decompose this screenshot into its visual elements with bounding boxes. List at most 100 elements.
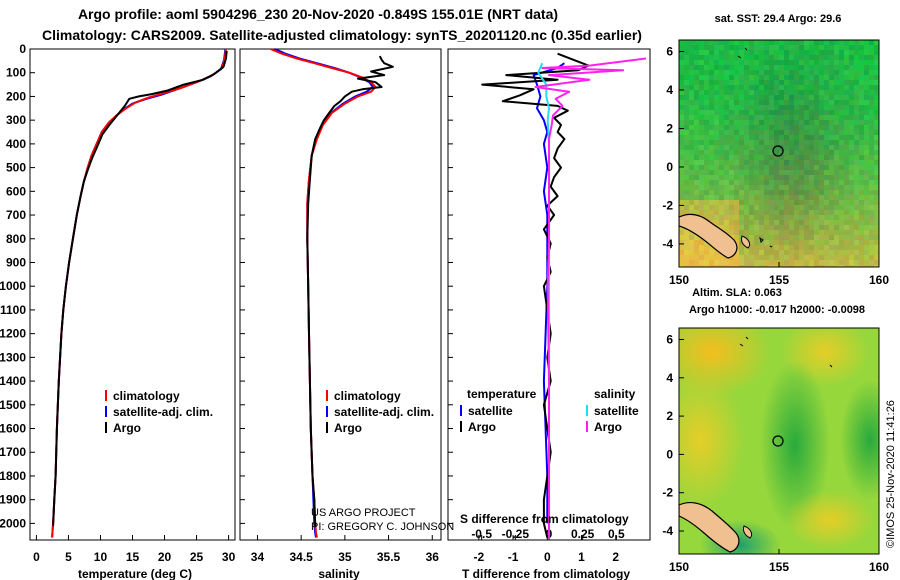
sst-cell xyxy=(839,115,845,121)
sst-cell xyxy=(844,50,850,56)
sst-cell xyxy=(794,170,800,176)
sst-cell xyxy=(834,40,840,46)
sst-cell xyxy=(814,100,820,106)
sst-cell xyxy=(844,85,850,91)
sst-cell xyxy=(714,120,720,126)
sst-cell xyxy=(779,60,785,66)
x-tick-label: 0 xyxy=(544,550,551,564)
sst-cell xyxy=(859,205,865,211)
sst-cell xyxy=(704,115,710,121)
sst-cell xyxy=(724,45,730,51)
sst-cell xyxy=(854,185,860,191)
sst-cell xyxy=(689,60,695,66)
sst-cell xyxy=(824,145,830,151)
sst-cell xyxy=(854,65,860,71)
sst-cell xyxy=(854,55,860,61)
sst-cell xyxy=(824,250,830,256)
sst-cell xyxy=(794,50,800,56)
sst-cell xyxy=(709,140,715,146)
sst-cell xyxy=(754,215,760,221)
sst-cell xyxy=(699,100,705,106)
sst-cell xyxy=(699,170,705,176)
sst-cell xyxy=(744,250,750,256)
sst-cell xyxy=(869,125,875,131)
sst-cell xyxy=(679,190,685,196)
sst-cell xyxy=(774,200,780,206)
sst-cell xyxy=(699,180,705,186)
sst-cell xyxy=(764,265,770,267)
sst-cell xyxy=(764,195,770,201)
sst-cell xyxy=(769,90,775,96)
sst-cell xyxy=(829,160,835,166)
sst-cell xyxy=(744,100,750,106)
imos-timestamp: ©IMOS 25-Nov-2020 11:41:26 xyxy=(885,400,897,548)
sst-cell xyxy=(774,170,780,176)
sst-cell xyxy=(869,120,875,126)
sst-cell xyxy=(854,145,860,151)
coast-fragment-north xyxy=(737,47,748,59)
sst-cell xyxy=(854,265,860,267)
sst-cell xyxy=(754,65,760,71)
sst-cell xyxy=(829,145,835,151)
sst-cell xyxy=(749,145,755,151)
sst-cell xyxy=(774,130,780,136)
sst-cell xyxy=(689,40,695,46)
sst-cell xyxy=(859,215,865,221)
sst-cell xyxy=(854,225,860,231)
sst-cell xyxy=(739,135,745,141)
sst-cell xyxy=(839,45,845,51)
sst-cell xyxy=(794,240,800,246)
sst-cell xyxy=(794,85,800,91)
sst-cell xyxy=(844,140,850,146)
map-y-tick-label: 2 xyxy=(666,409,673,423)
sst-cell xyxy=(799,70,805,76)
sst-cell xyxy=(794,100,800,106)
map-x-tick-label: 155 xyxy=(769,273,789,287)
sst-cell xyxy=(709,100,715,106)
sst-cell xyxy=(799,135,805,141)
sst-cell xyxy=(849,235,855,241)
sst-cell xyxy=(839,95,845,101)
sst-cell xyxy=(774,205,780,211)
sst-cell xyxy=(764,210,770,216)
sst-cell xyxy=(844,90,850,96)
sst-cell xyxy=(809,195,815,201)
sst-cell xyxy=(869,95,875,101)
sst-cell xyxy=(799,45,805,51)
sst-cell xyxy=(829,175,835,181)
sst-cell xyxy=(744,55,750,61)
sst-cell xyxy=(704,85,710,91)
depth-tick-label: 400 xyxy=(6,137,26,151)
sst-cell xyxy=(779,55,785,61)
sst-cell xyxy=(814,235,820,241)
sst-cell xyxy=(839,75,845,81)
sst-cell xyxy=(744,175,750,181)
sst-cell xyxy=(809,220,815,226)
sst-cell xyxy=(724,155,730,161)
sst-cell xyxy=(794,155,800,161)
sst-cell xyxy=(779,200,785,206)
sst-cell xyxy=(719,185,725,191)
sst-cell xyxy=(814,80,820,86)
sst-cell xyxy=(684,120,690,126)
sst-cell xyxy=(864,125,870,131)
sst-cell xyxy=(799,240,805,246)
sst-cell xyxy=(709,190,715,196)
argo-float-location-marker xyxy=(772,145,784,157)
sst-cell xyxy=(849,265,855,267)
sst-cell xyxy=(729,185,735,191)
sst-cell xyxy=(849,95,855,101)
sst-cell xyxy=(789,95,795,101)
sst-cell xyxy=(854,95,860,101)
legend-title-temperature: temperature xyxy=(467,387,537,401)
sst-cell xyxy=(844,100,850,106)
sst-cell xyxy=(834,170,840,176)
sst-cell xyxy=(719,120,725,126)
sst-cell xyxy=(734,225,740,231)
sst-cell xyxy=(849,195,855,201)
sst-cell xyxy=(739,130,745,136)
sst-cell xyxy=(824,105,830,111)
sst-cell xyxy=(754,155,760,161)
sst-cell xyxy=(739,195,745,201)
map-y-tick-label: 0 xyxy=(666,447,673,461)
